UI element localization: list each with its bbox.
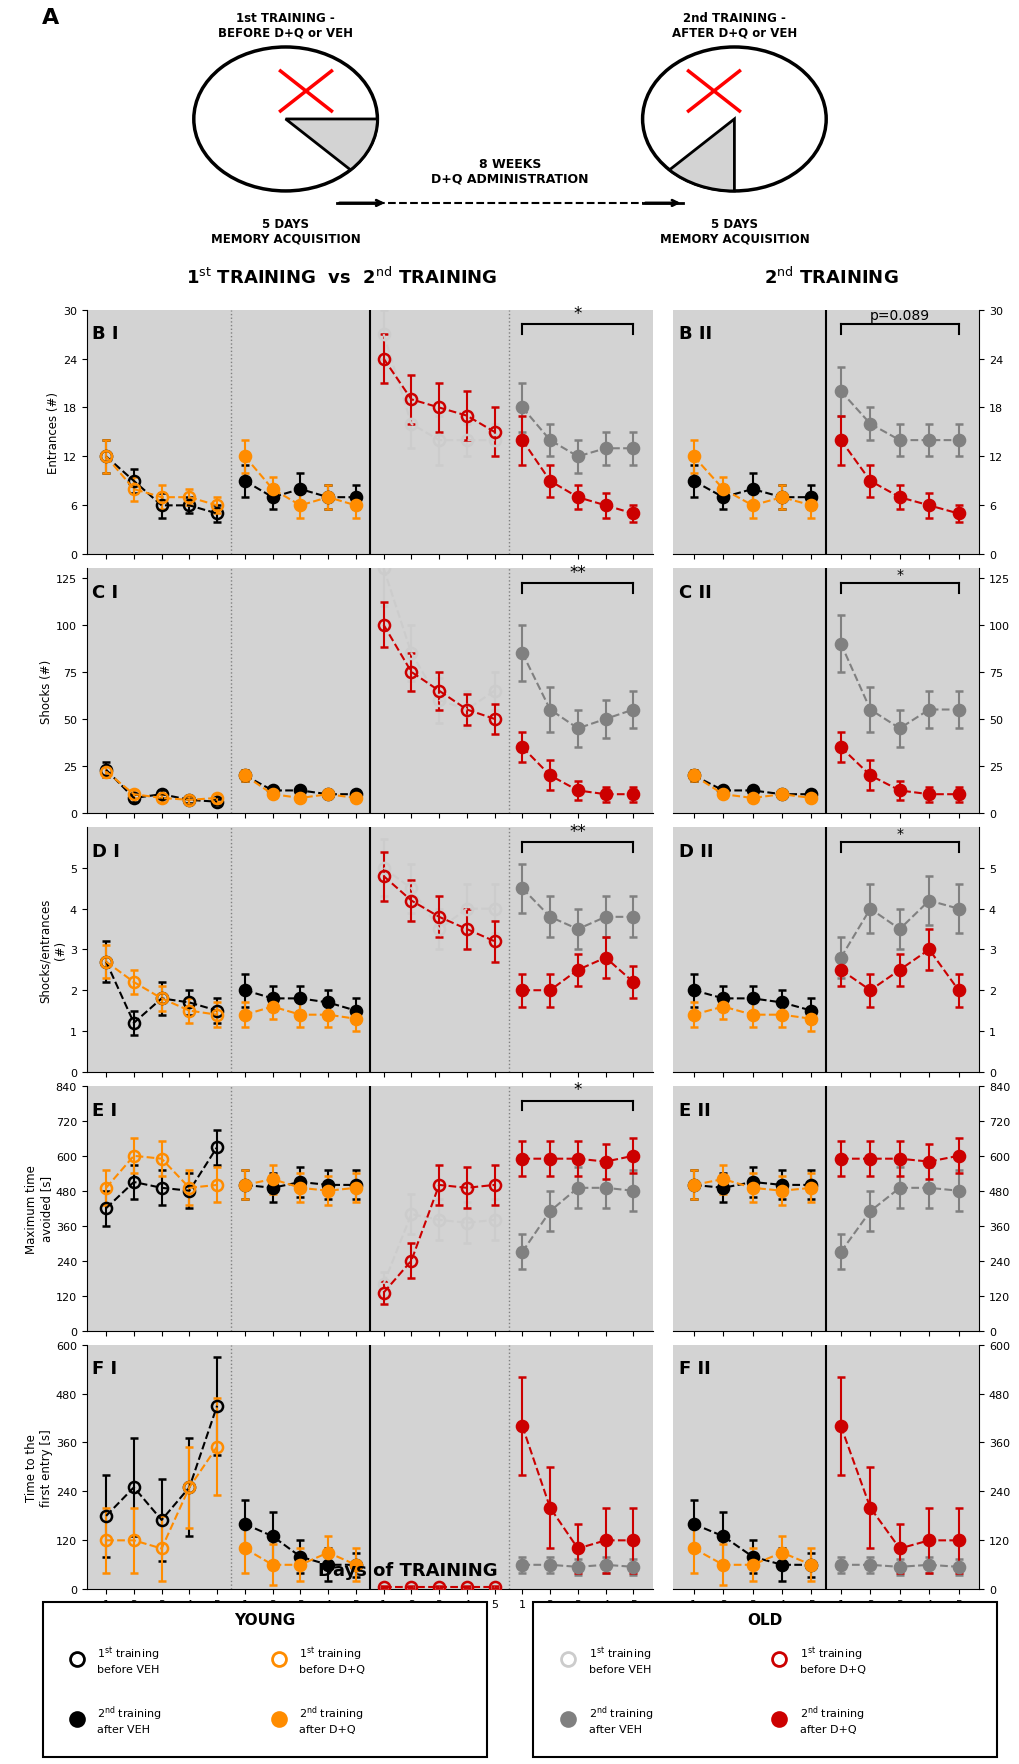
Y-axis label: Shocks/entrances
(#): Shocks/entrances (#) (39, 898, 67, 1002)
Wedge shape (668, 120, 734, 192)
Text: F I: F I (92, 1360, 117, 1378)
Text: 1$^{\rm st}$ TRAINING  vs  2$^{\rm nd}$ TRAINING: 1$^{\rm st}$ TRAINING vs 2$^{\rm nd}$ TR… (185, 266, 497, 288)
Text: Days of TRAINING: Days of TRAINING (318, 1561, 497, 1579)
Text: E I: E I (92, 1101, 117, 1118)
Text: p=0.089: p=0.089 (869, 309, 929, 323)
Text: A: A (43, 9, 59, 28)
Text: 1$^{\rm st}$ training
before D+Q: 1$^{\rm st}$ training before D+Q (299, 1644, 365, 1674)
FancyBboxPatch shape (532, 1602, 997, 1757)
Text: YOUNG: YOUNG (234, 1612, 296, 1626)
Text: B II: B II (679, 325, 711, 344)
Text: C I: C I (92, 584, 118, 602)
Text: *: * (573, 1081, 582, 1099)
Text: **: ** (569, 563, 586, 582)
Text: 5 DAYS
MEMORY ACQUISITION: 5 DAYS MEMORY ACQUISITION (659, 217, 808, 245)
Text: OLD: OLD (747, 1612, 782, 1626)
Y-axis label: Shocks (#): Shocks (#) (40, 660, 53, 723)
Text: 2nd TRAINING -
AFTER D+Q or VEH: 2nd TRAINING - AFTER D+Q or VEH (672, 12, 796, 41)
Text: 2$^{\rm nd}$ training
after VEH: 2$^{\rm nd}$ training after VEH (97, 1704, 162, 1734)
FancyBboxPatch shape (43, 1602, 487, 1757)
Text: 5 DAYS
MEMORY ACQUISITION: 5 DAYS MEMORY ACQUISITION (211, 217, 360, 245)
Text: F II: F II (679, 1360, 710, 1378)
Text: 1$^{\rm st}$ training
before VEH: 1$^{\rm st}$ training before VEH (589, 1644, 651, 1674)
Text: 1st TRAINING -
BEFORE D+Q or VEH: 1st TRAINING - BEFORE D+Q or VEH (218, 12, 353, 41)
Text: 2$^{\rm nd}$ training
after D+Q: 2$^{\rm nd}$ training after D+Q (800, 1704, 864, 1734)
Text: 1$^{\rm st}$ training
before VEH: 1$^{\rm st}$ training before VEH (97, 1644, 159, 1674)
Y-axis label: Time to the
first entry [s]: Time to the first entry [s] (24, 1429, 53, 1506)
Circle shape (642, 48, 825, 192)
Text: *: * (896, 826, 903, 840)
Text: 2$^{\rm nd}$ TRAINING: 2$^{\rm nd}$ TRAINING (763, 266, 898, 288)
Wedge shape (285, 120, 377, 171)
Y-axis label: Entrances (#): Entrances (#) (47, 392, 60, 475)
Text: *: * (896, 568, 903, 582)
Text: 2$^{\rm nd}$ training
after D+Q: 2$^{\rm nd}$ training after D+Q (299, 1704, 364, 1734)
Circle shape (194, 48, 377, 192)
Text: **: ** (569, 822, 586, 840)
Text: D I: D I (92, 843, 120, 861)
Text: E II: E II (679, 1101, 710, 1118)
Text: 8 WEEKS
D+Q ADMINISTRATION: 8 WEEKS D+Q ADMINISTRATION (431, 157, 588, 185)
Text: 1$^{\rm st}$ training
before D+Q: 1$^{\rm st}$ training before D+Q (800, 1644, 865, 1674)
Text: B I: B I (92, 325, 118, 344)
Text: 2$^{\rm nd}$ training
after VEH: 2$^{\rm nd}$ training after VEH (589, 1704, 653, 1734)
Text: *: * (573, 305, 582, 323)
Text: C II: C II (679, 584, 711, 602)
Text: D II: D II (679, 843, 713, 861)
Y-axis label: Maximum time
avoided [s]: Maximum time avoided [s] (24, 1164, 53, 1252)
